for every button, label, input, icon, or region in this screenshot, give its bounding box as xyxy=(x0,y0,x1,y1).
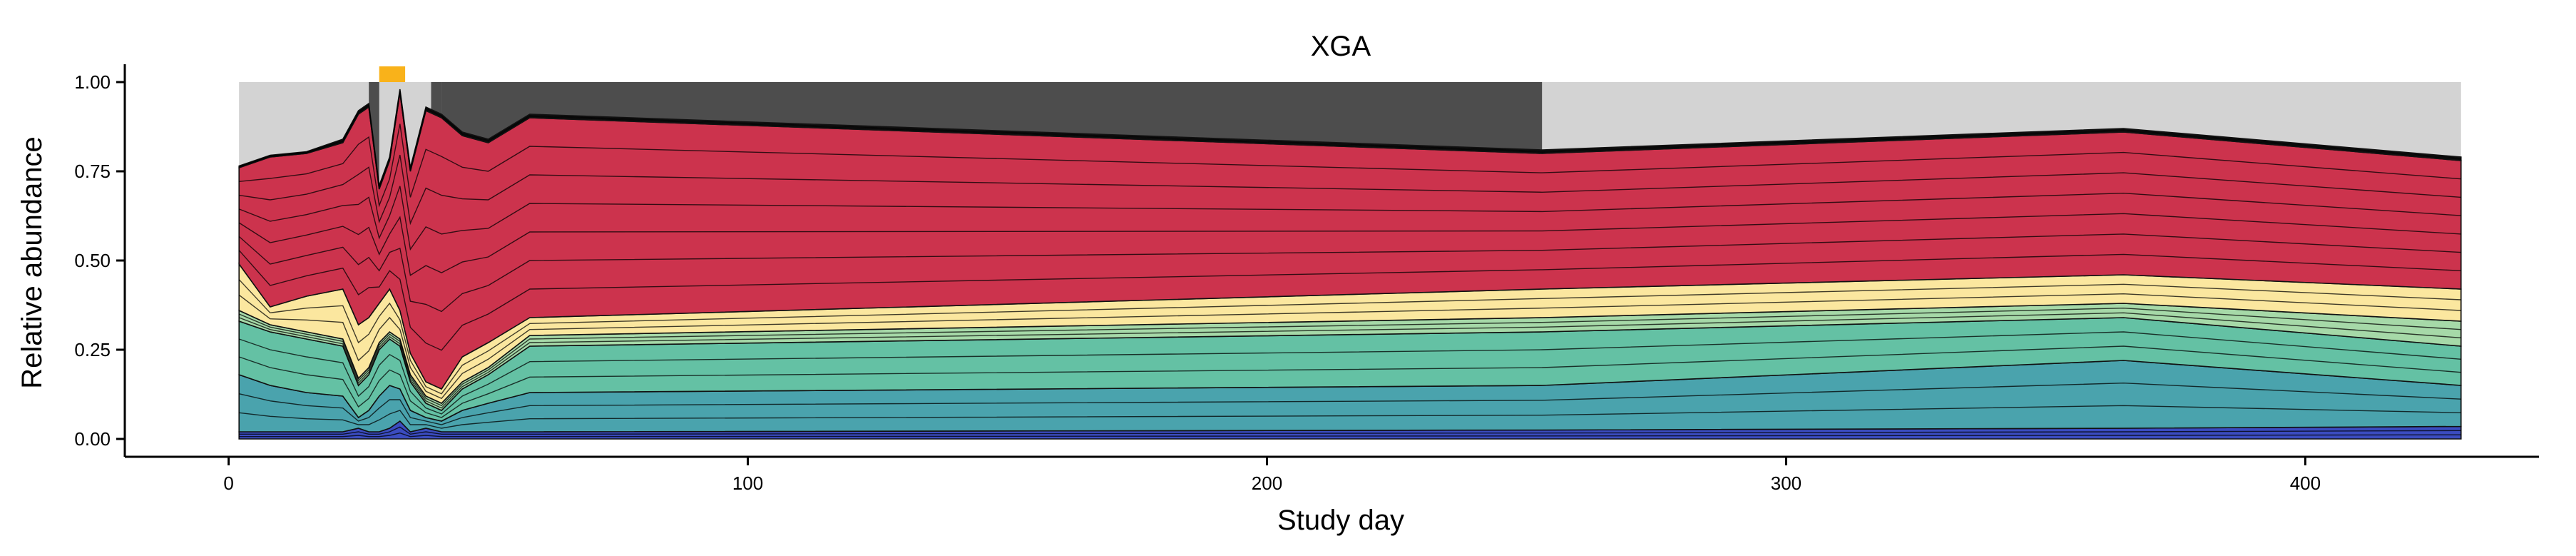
x-axis-ticks: 0 100 200 300 400 xyxy=(223,457,2321,494)
x-tick-label-2: 200 xyxy=(1252,472,1282,494)
y-axis-ticks: 0.00 0.25 0.50 0.75 1.00 xyxy=(74,71,125,450)
subseries-line-5-5 xyxy=(239,154,2461,226)
y-axis-title: Relative abundance xyxy=(16,136,48,389)
subseries-line-4-2 xyxy=(238,279,2461,395)
subseries-line-6-2 xyxy=(238,90,2461,187)
x-axis-title: Study day xyxy=(1277,505,1404,536)
x-tick-label-3: 300 xyxy=(1771,472,1801,494)
y-tick-label-3: 0.75 xyxy=(74,161,111,182)
subseries-line-5-1 xyxy=(238,250,2461,351)
event-marker xyxy=(379,66,406,82)
subseries-line-3-2 xyxy=(238,307,2461,407)
event-marker-rect xyxy=(379,66,406,82)
y-tick-label-2: 0.50 xyxy=(74,250,111,271)
y-tick-label-4: 1.00 xyxy=(74,71,111,93)
subseries-line-2-2 xyxy=(238,331,2461,415)
y-tick-label-1: 0.25 xyxy=(74,339,111,360)
subseries-line-5-6 xyxy=(239,123,2461,208)
subseries-line-4-1 xyxy=(238,293,2461,400)
subseries-line-0-1 xyxy=(239,432,2461,438)
x-tick-label-4: 400 xyxy=(2290,472,2321,494)
subseries-line-1-1 xyxy=(239,405,2461,429)
subseries-line-3-1 xyxy=(238,312,2461,409)
subseries-line-2-1 xyxy=(238,345,2461,418)
subseries-line-5-3 xyxy=(238,213,2461,276)
subseries-line-1-2 xyxy=(239,382,2461,425)
plot-area xyxy=(238,66,2462,440)
chart-title: XGA xyxy=(1311,31,1371,62)
x-tick-label-1: 100 xyxy=(732,472,763,494)
y-tick-label-0: 0.00 xyxy=(74,428,111,450)
subseries-line-0-2 xyxy=(239,426,2461,435)
subseries-line-5-4 xyxy=(238,186,2461,251)
series-lines xyxy=(238,90,2461,438)
subseries-line-5-2 xyxy=(238,233,2461,313)
x-tick-label-0: 0 xyxy=(223,472,233,494)
